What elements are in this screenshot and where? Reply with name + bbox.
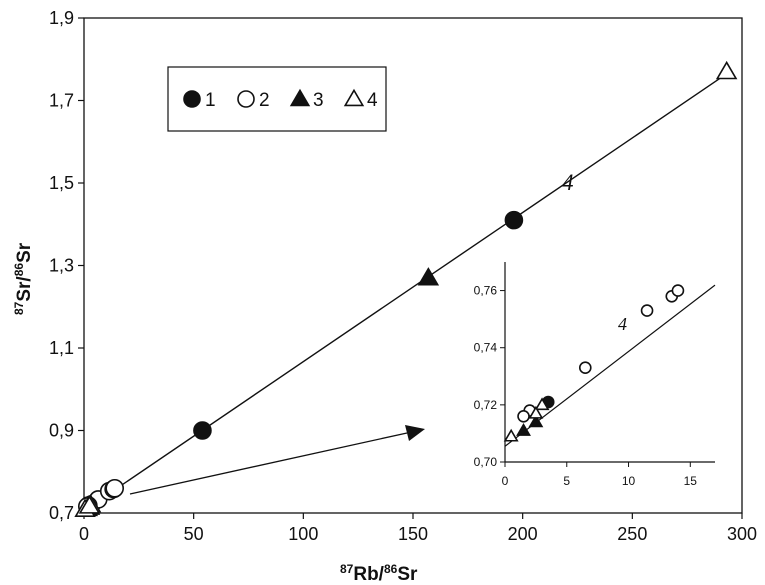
- inset-line-label-4: 4: [618, 314, 627, 334]
- legend: 1 2 3 4: [167, 66, 387, 132]
- regression-line: [83, 70, 732, 512]
- inset-y-tick-label: 0,72: [474, 398, 498, 412]
- inset-point-series-3: [516, 423, 531, 436]
- inset-point-series-3: [528, 414, 544, 428]
- inset-point-series-4: [528, 405, 544, 419]
- inset-point-series-4: [534, 397, 550, 411]
- x-tick-label: 200: [508, 524, 538, 544]
- inset-x-tick-label: 5: [563, 474, 570, 488]
- inset-point-series-2: [671, 284, 685, 297]
- x-tick-label: 250: [617, 524, 647, 544]
- point-series-3: [417, 267, 440, 286]
- inset-isochron-line: [504, 284, 716, 447]
- legend-label-1: 1: [205, 90, 216, 111]
- arrow-head: [405, 425, 425, 441]
- y-tick-label: 0,9: [49, 421, 74, 441]
- x-axis-label: 87Rb/86Sr: [340, 562, 418, 585]
- inset-point-series-4: [503, 428, 519, 442]
- y-tick-label: 1,7: [49, 91, 74, 111]
- isochron-line: [83, 70, 732, 512]
- x-tick-label: 300: [727, 524, 757, 544]
- x-tick-label: 50: [184, 524, 204, 544]
- x-tick-label: 150: [398, 524, 428, 544]
- line-label-4: 4: [562, 170, 574, 195]
- point-series-1: [504, 210, 524, 230]
- legend-marker-2: [237, 90, 255, 108]
- legend-label-3: 3: [313, 90, 324, 111]
- inset-point-series-2: [640, 304, 654, 317]
- y-tick-label: 1,9: [49, 8, 74, 28]
- inset-plot: 0 5 10 15 0,70 0,72 0,74 0,76 4: [474, 262, 716, 488]
- y-axis-label: 87Sr/86Sr: [12, 242, 35, 315]
- inset-point-series-2: [578, 361, 592, 375]
- legend-marker-4: [343, 88, 365, 107]
- y-tick-label: 1,5: [49, 173, 74, 193]
- inset-x-tick-label: 0: [502, 474, 509, 488]
- point-series-2: [105, 478, 125, 498]
- inset-arrow: [129, 425, 425, 495]
- y-tick-label: 1,1: [49, 338, 74, 358]
- y-tick-label: 1,3: [49, 256, 74, 276]
- x-tick-label: 0: [79, 524, 89, 544]
- point-series-1: [193, 421, 212, 440]
- point-series-4: [715, 60, 738, 80]
- x-tick-label: 100: [288, 524, 318, 544]
- inset-y-tick-label: 0,74: [474, 341, 498, 355]
- legend-label-2: 2: [259, 90, 270, 111]
- point-series-4: [78, 495, 101, 514]
- inset-y-tick-label: 0,70: [474, 455, 498, 469]
- data-points: [74, 60, 738, 517]
- y-tick-label: 0,7: [49, 503, 74, 523]
- legend-marker-1: [183, 90, 201, 108]
- inset-x-tick-label: 15: [684, 474, 698, 488]
- legend-marker-3: [289, 88, 311, 107]
- inset-y-tick-label: 0,76: [474, 284, 498, 298]
- inset-x-tick-label: 10: [622, 474, 636, 488]
- legend-label-4: 4: [367, 90, 378, 111]
- inset-point-series-2: [517, 409, 530, 423]
